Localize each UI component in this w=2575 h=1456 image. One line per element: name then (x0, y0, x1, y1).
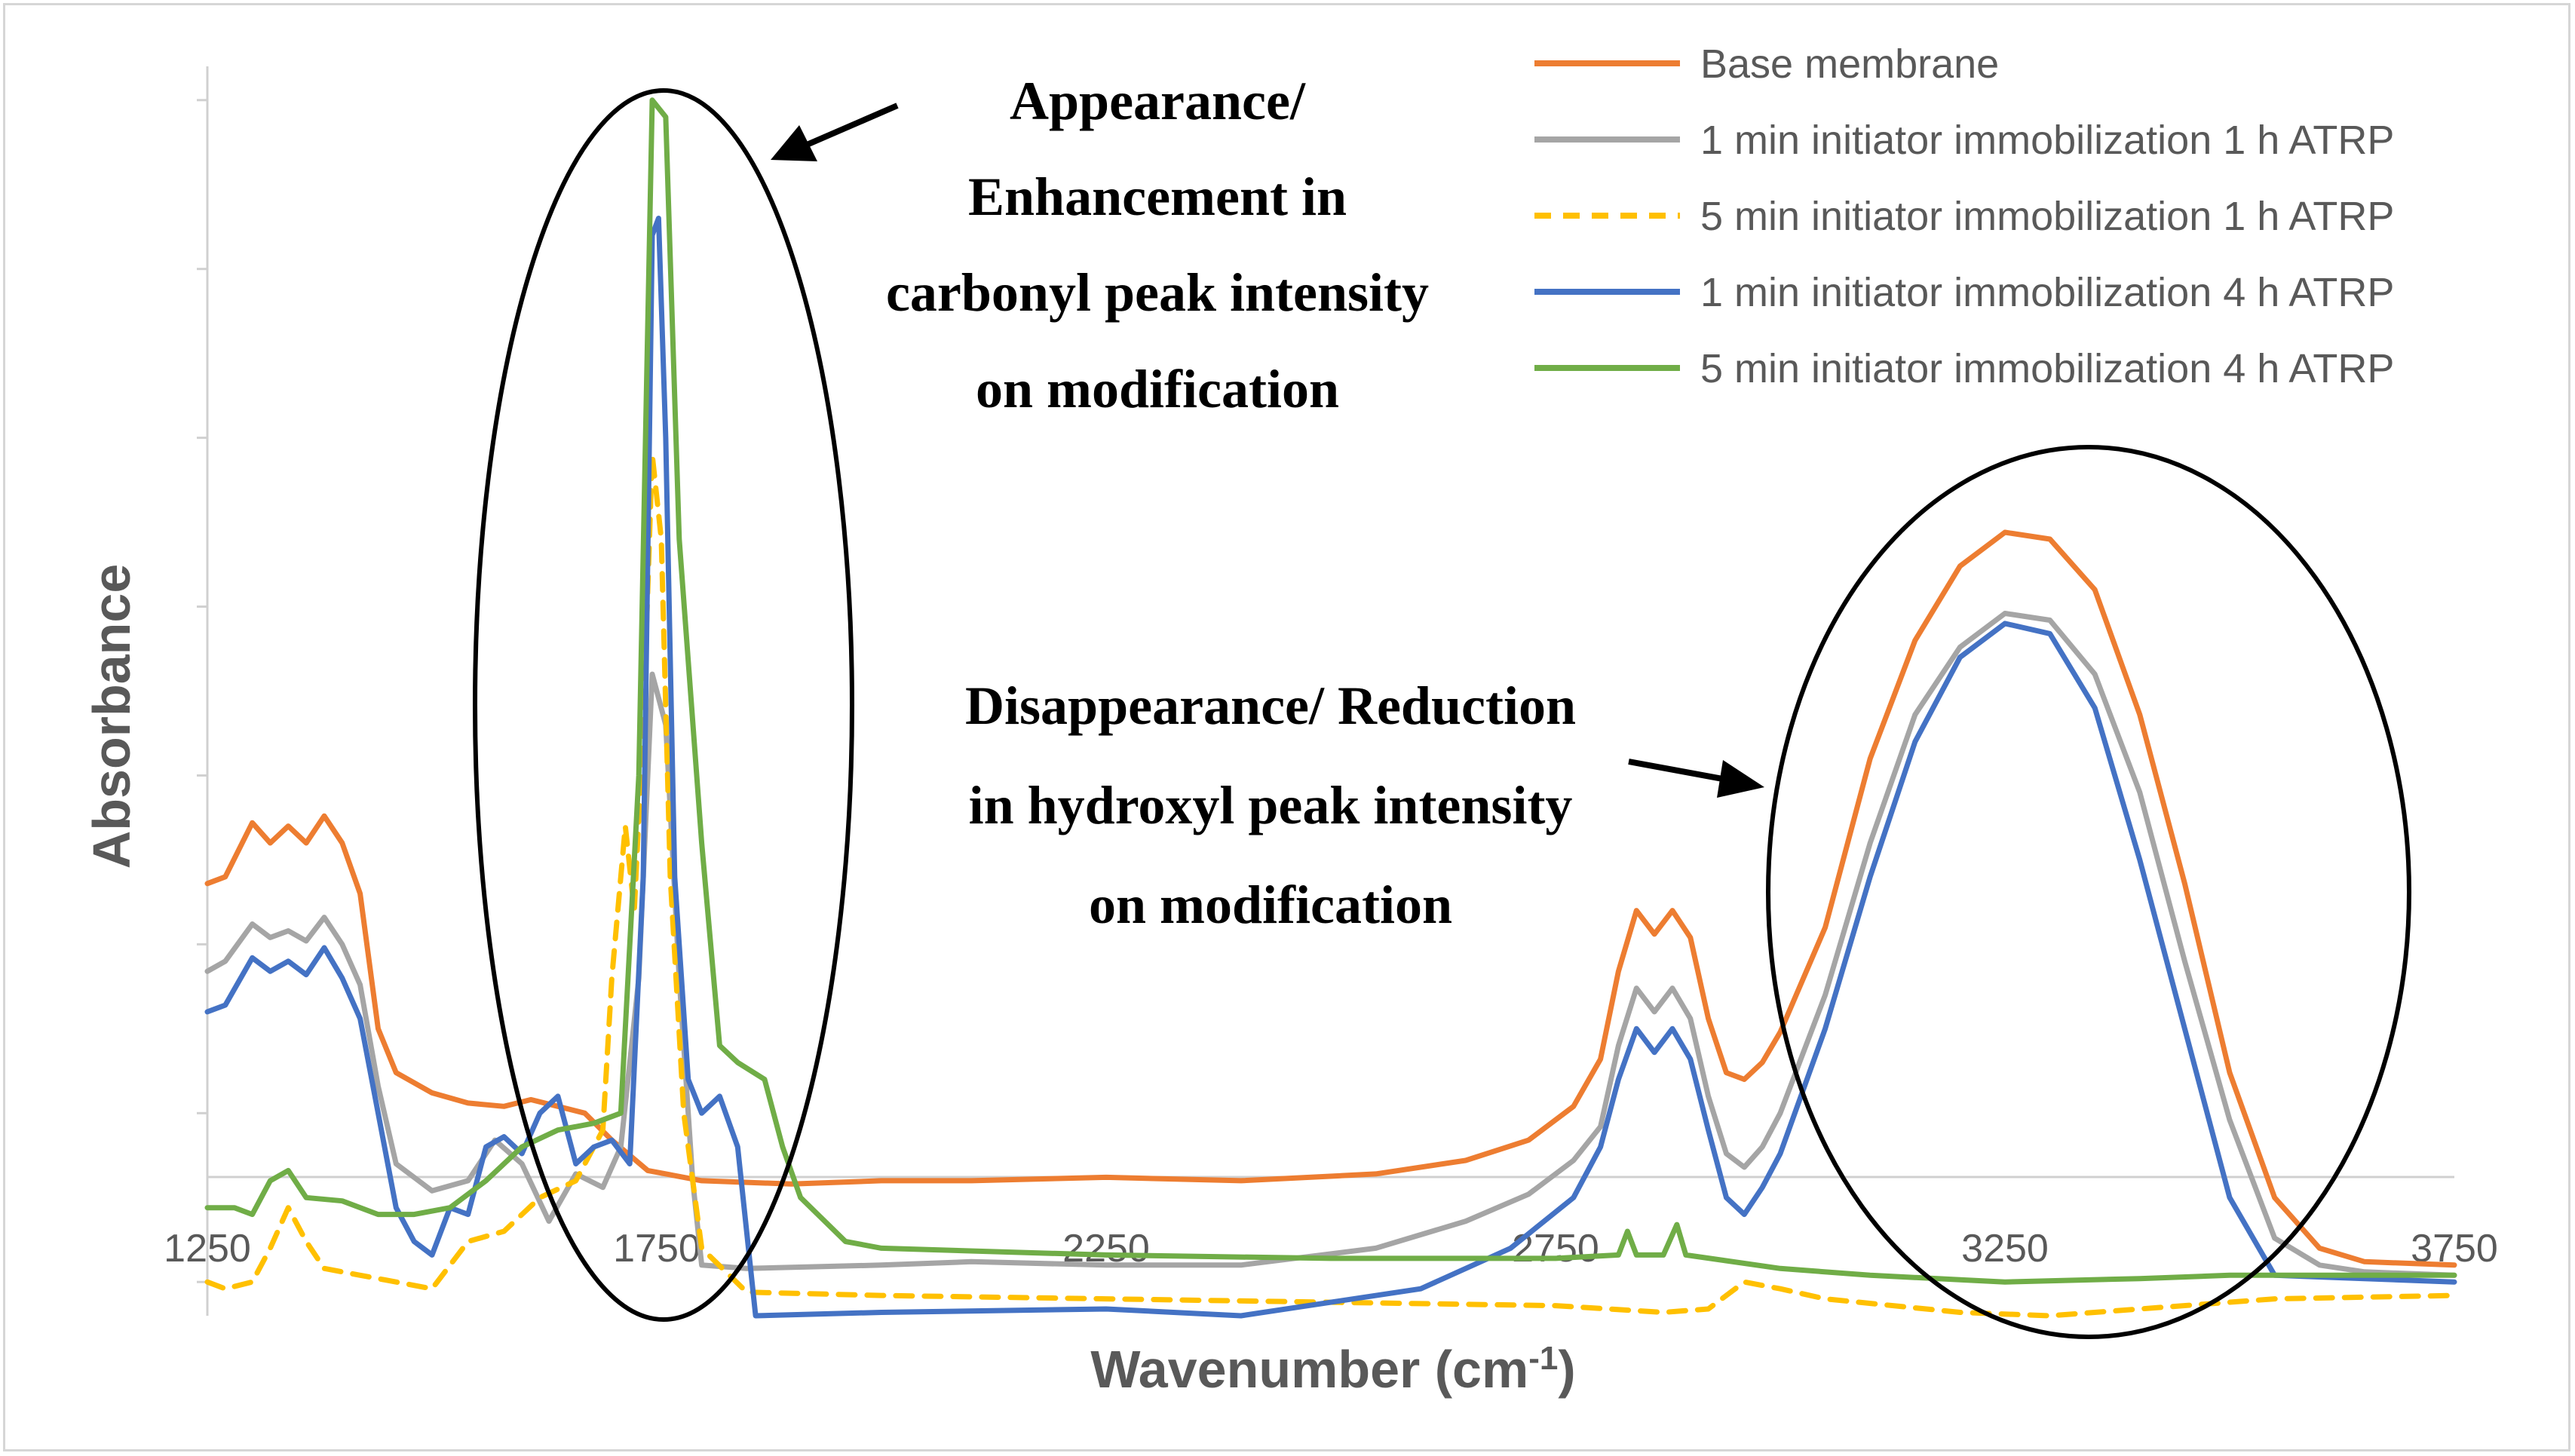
legend-label: 1 min initiator immobilization 1 h ATRP (1700, 118, 2394, 163)
series-line-5 (204, 97, 2457, 1285)
series-lines (204, 97, 2457, 1319)
y-tick-marks (197, 99, 207, 1283)
series-line-4 (204, 216, 2457, 1319)
carbonyl-annotation-line: on modification (976, 359, 1339, 419)
x-tick-label: 3250 (1961, 1227, 2049, 1271)
hydroxyl-annotation-line: Disappearance/ Reduction (965, 676, 1576, 736)
hydroxyl-ellipse (1766, 445, 2411, 1339)
y-axis-title: Absorbance (82, 564, 141, 869)
legend-label: 1 min initiator immobilization 4 h ATRP (1700, 270, 2394, 315)
carbonyl-annotation-line: carbonyl peak intensity (886, 262, 1429, 323)
carbonyl-ellipse (473, 88, 854, 1322)
x-axis-title-sup: -1 (1528, 1340, 1558, 1377)
hydroxyl-annotation: Disappearance/ Reduction in hydroxyl pea… (965, 676, 1576, 935)
hydroxyl-annotation-line: in hydroxyl peak intensity (969, 775, 1573, 835)
legend-label: 5 min initiator immobilization 4 h ATRP (1700, 346, 2394, 391)
hydroxyl-arrow (1628, 759, 1764, 798)
x-axis-title-close: ) (1558, 1340, 1575, 1399)
carbonyl-arrow (771, 103, 899, 161)
x-tick-label: 1250 (164, 1227, 251, 1271)
series-line-1 (204, 529, 2457, 1268)
x-tick-labels: 1250 1750 2250 2750 3250 3750 (164, 1227, 2498, 1271)
series-line-2 (204, 611, 2457, 1278)
x-tick-label: 1750 (613, 1227, 700, 1271)
legend-label: Base membrane (1700, 41, 1999, 87)
x-axis-title-main: Wavenumber (cm (1090, 1340, 1528, 1399)
carbonyl-annotation-line: Appearance/ (1010, 71, 1306, 131)
x-axis-title: Wavenumber (cm-1) (1090, 1340, 1575, 1399)
carbonyl-annotation: Appearance/ Enhancement in carbonyl peak… (886, 71, 1429, 419)
legend: Base membrane 1 min initiator immobilizat… (1534, 41, 2394, 391)
legend-label: 5 min initiator immobilization 1 h ATRP (1700, 194, 2394, 239)
hydroxyl-annotation-line: on modification (1089, 875, 1452, 935)
series-line-3 (204, 452, 2457, 1319)
carbonyl-annotation-line: Enhancement in (968, 167, 1347, 227)
